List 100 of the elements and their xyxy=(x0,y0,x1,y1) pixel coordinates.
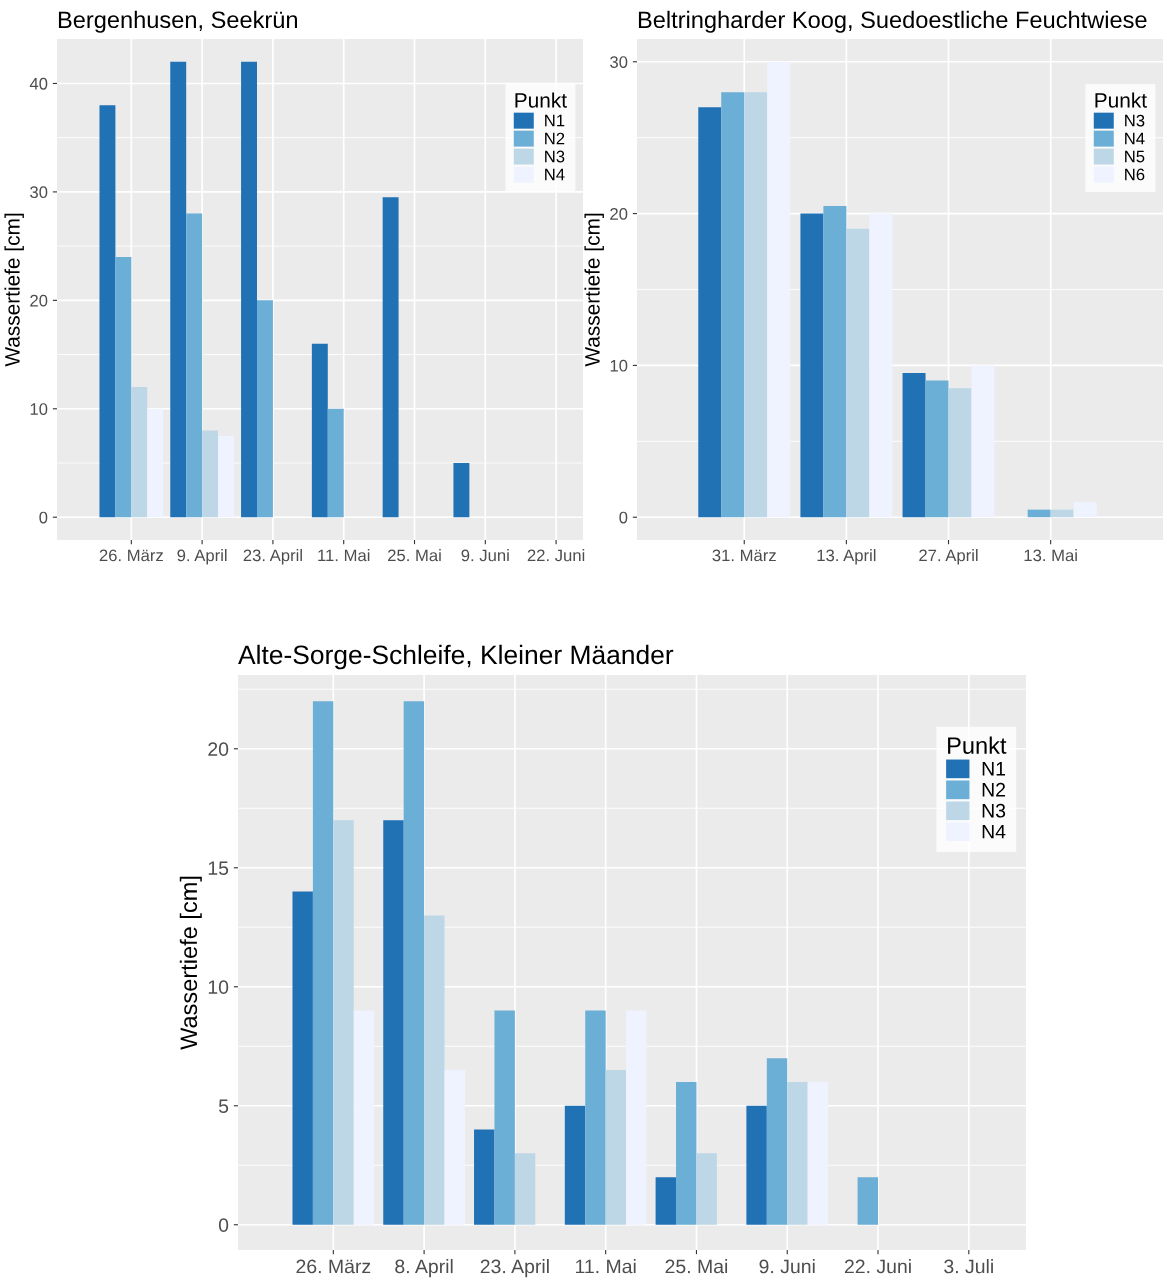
legend-label: N4 xyxy=(545,168,565,181)
bar xyxy=(564,1105,586,1225)
x-tick-label: 13. April xyxy=(817,549,876,565)
y-tick-label: 20 xyxy=(30,294,48,307)
y-tick-label: 30 xyxy=(30,186,48,199)
bar xyxy=(698,107,722,518)
bar xyxy=(721,92,745,518)
bar xyxy=(424,915,445,1225)
y-tick-label: 10 xyxy=(610,359,628,372)
y-tick-label: 0 xyxy=(218,1218,229,1233)
bar xyxy=(382,197,399,518)
bar xyxy=(353,1010,375,1225)
x-tick-label: 25. Mai xyxy=(388,549,441,562)
bar xyxy=(800,213,824,518)
bar xyxy=(186,213,203,518)
x-tick-label: 13. Mai xyxy=(1024,549,1077,562)
bar xyxy=(655,1177,677,1225)
x-tick-label: 9. April xyxy=(177,549,227,565)
bar xyxy=(474,1129,495,1225)
y-tick-label: 30 xyxy=(610,56,628,68)
y-tick-label: 10 xyxy=(30,403,48,415)
x-tick-label: 9. Juni xyxy=(759,1259,815,1274)
bar xyxy=(766,1058,788,1225)
legend-label: N2 xyxy=(545,132,565,145)
x-tick-label: 22. Juni xyxy=(844,1259,911,1274)
y-tick-label: 0 xyxy=(39,511,48,524)
bar xyxy=(494,1010,515,1225)
legend-title: Punkt xyxy=(515,92,567,108)
y-tick-label: 0 xyxy=(619,511,628,524)
x-tick-label: 23. April xyxy=(480,1259,549,1278)
bar xyxy=(403,701,425,1225)
chart-title: Alte-Sorge-Schleife, Kleiner Mäander xyxy=(238,644,674,670)
bar xyxy=(585,1010,606,1225)
bar xyxy=(115,256,132,518)
legend-label: N4 xyxy=(982,824,1006,839)
bar xyxy=(767,61,791,518)
bar xyxy=(744,92,768,518)
bar xyxy=(948,388,972,518)
legend-label: N3 xyxy=(545,150,565,163)
y-axis-title: Wassertiefe [cm] xyxy=(179,876,202,1050)
bar xyxy=(312,701,334,1225)
bar xyxy=(147,408,164,518)
bar xyxy=(857,1177,879,1225)
bar xyxy=(746,1105,767,1225)
bar xyxy=(514,1153,536,1225)
x-tick-label: 11. Mai xyxy=(318,549,370,562)
legend-label: N5 xyxy=(1125,150,1145,163)
bar xyxy=(787,1081,808,1225)
bar xyxy=(383,820,404,1225)
x-tick-label: 26. März xyxy=(296,1259,371,1274)
legend-title: Punkt xyxy=(948,736,1007,754)
y-tick-label: 10 xyxy=(208,980,229,995)
y-tick-label: 40 xyxy=(29,77,48,90)
x-tick-label: 22. Juni xyxy=(527,549,585,562)
x-tick-label: 31. März xyxy=(712,549,776,562)
bar xyxy=(807,1081,829,1225)
bar xyxy=(696,1153,717,1225)
bar xyxy=(1073,502,1097,518)
bar xyxy=(292,891,313,1225)
bar xyxy=(626,1010,647,1225)
chart-title: Bergenhusen, Seekrün xyxy=(58,10,297,33)
bar xyxy=(453,463,470,518)
bar xyxy=(327,408,344,518)
bar xyxy=(823,206,847,518)
bar xyxy=(256,300,273,518)
x-tick-label: 11. Mai xyxy=(575,1259,636,1274)
bar xyxy=(869,213,893,518)
chart-title: Beltringharder Koog, Suedoestliche Feuchtwiese xyxy=(638,10,1147,33)
legend-label: N2 xyxy=(982,782,1006,797)
y-axis-title: Wassertiefe [cm] xyxy=(584,213,604,367)
bar xyxy=(676,1081,697,1225)
y-tick-label: 5 xyxy=(218,1099,229,1114)
bar xyxy=(971,365,995,518)
bar xyxy=(99,105,116,518)
x-tick-label: 8. April xyxy=(395,1259,453,1278)
y-tick-label: 15 xyxy=(208,861,229,876)
legend-label: N4 xyxy=(1125,132,1145,145)
y-tick-label: 20 xyxy=(610,207,628,220)
x-tick-label: 26. März xyxy=(99,549,163,562)
bar xyxy=(444,1070,465,1225)
bar xyxy=(202,430,219,518)
x-tick-label: 27. April xyxy=(919,549,978,565)
x-tick-label: 25. Mai xyxy=(665,1259,728,1274)
bar xyxy=(605,1070,627,1225)
bar xyxy=(131,387,148,518)
bar xyxy=(1027,509,1051,518)
y-axis-title: Wassertiefe [cm] xyxy=(4,213,24,367)
bar xyxy=(925,380,949,518)
bar xyxy=(311,343,328,518)
x-tick-label: 3. Juli xyxy=(944,1259,993,1274)
bar xyxy=(170,61,187,518)
legend-label: N3 xyxy=(982,803,1006,818)
bar xyxy=(846,228,870,518)
bar xyxy=(218,435,234,518)
x-tick-label: 9. Juni xyxy=(461,549,509,562)
bar xyxy=(241,61,257,518)
bar xyxy=(1050,509,1074,518)
bar xyxy=(902,373,926,518)
y-tick-label: 20 xyxy=(208,742,229,757)
x-tick-label: 23. April xyxy=(243,549,302,565)
